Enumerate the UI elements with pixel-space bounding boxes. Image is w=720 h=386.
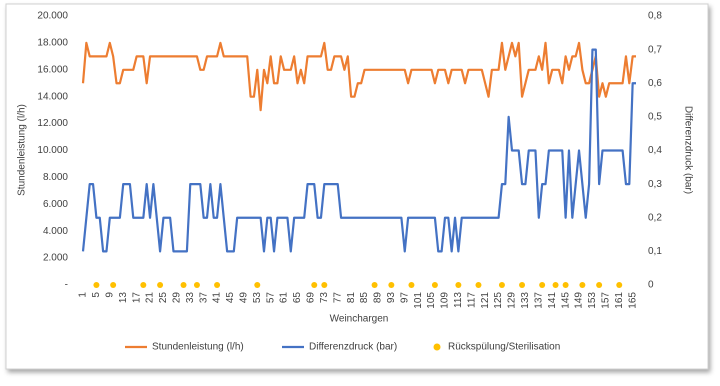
x-tick-label: 85 xyxy=(359,292,370,304)
x-tick-label: 165 xyxy=(627,292,638,309)
marker xyxy=(321,282,328,288)
y2-axis-title: Differenzdruck (bar) xyxy=(682,106,693,194)
y2-tick-label: 0,4 xyxy=(648,145,662,156)
x-tick-label: 125 xyxy=(493,292,504,309)
x-tick-label: 161 xyxy=(614,292,625,309)
x-tick-label: 93 xyxy=(386,292,397,304)
marker xyxy=(562,282,569,288)
y-tick-label: 8.000 xyxy=(43,172,68,183)
legend-label: Differenzdruck (bar) xyxy=(309,342,397,353)
marker xyxy=(180,282,187,288)
y-axis-title: Stundenleistung (l/h) xyxy=(17,104,28,196)
x-tick-label: 33 xyxy=(185,292,196,304)
x-tick-label: 101 xyxy=(413,292,424,309)
y2-tick-label: 0 xyxy=(648,280,654,291)
marker xyxy=(193,282,200,288)
x-tick-label: 17 xyxy=(131,292,142,304)
marker xyxy=(388,282,395,288)
x-tick-label: 149 xyxy=(574,292,585,309)
y2-tick-label: 0,7 xyxy=(648,44,662,55)
marker xyxy=(140,282,147,288)
x-tick-label: 29 xyxy=(171,292,182,304)
x-tick-label: 41 xyxy=(212,292,223,304)
x-tick-label: 157 xyxy=(600,292,611,309)
y-tick-label: 6.000 xyxy=(43,199,68,210)
y2-tick-label: 0,6 xyxy=(648,78,662,89)
y2-tick-label: 0,2 xyxy=(648,212,662,223)
y-tick-label: 16.000 xyxy=(37,64,68,75)
y-tick-label: 10.000 xyxy=(37,145,68,156)
y2-tick-label: 0,5 xyxy=(648,112,662,123)
x-tick-label: 49 xyxy=(239,292,250,304)
marker xyxy=(214,282,221,288)
series-line xyxy=(81,41,636,112)
y2-tick-label: 0,1 xyxy=(648,246,662,257)
y2-tick-label: 0,8 xyxy=(648,11,662,22)
marker xyxy=(579,282,586,288)
x-tick-label: 117 xyxy=(466,292,477,308)
x-tick-label: 53 xyxy=(252,292,263,304)
marker xyxy=(596,282,603,288)
x-tick-label: 1 xyxy=(78,292,89,298)
y-tick-label: 18.000 xyxy=(37,38,68,49)
y-tick-label: 2.000 xyxy=(43,253,68,264)
marker xyxy=(455,282,462,288)
x-tick-label: 81 xyxy=(346,292,357,304)
marker xyxy=(616,282,623,288)
marker xyxy=(408,282,415,288)
y-tick-label: 4.000 xyxy=(43,226,68,237)
y2-tick-label: 0,3 xyxy=(648,179,662,190)
x-tick-label: 9 xyxy=(104,292,115,298)
x-tick-label: 129 xyxy=(507,292,518,309)
marker xyxy=(498,282,505,288)
x-tick-label: 153 xyxy=(587,292,598,309)
x-tick-label: 13 xyxy=(118,292,129,304)
x-tick-label: 25 xyxy=(158,292,169,304)
marker xyxy=(475,282,482,288)
x-tick-label: 105 xyxy=(426,292,437,309)
x-tick-label: 77 xyxy=(332,292,343,304)
x-tick-label: 21 xyxy=(145,292,156,304)
x-tick-label: 113 xyxy=(453,292,464,308)
x-axis-title: Weinchargen xyxy=(330,314,389,325)
x-tick-label: 109 xyxy=(440,292,451,309)
x-tick-label: 89 xyxy=(373,292,384,304)
y-tick-label: - xyxy=(65,280,68,291)
x-tick-label: 61 xyxy=(279,292,290,304)
x-tick-label: 133 xyxy=(520,292,531,309)
x-tick-label: 69 xyxy=(306,292,317,304)
y-tick-label: 12.000 xyxy=(37,118,68,129)
x-tick-label: 65 xyxy=(292,292,303,304)
marker xyxy=(539,282,546,288)
marker xyxy=(552,282,559,288)
legend-marker xyxy=(433,343,441,351)
marker xyxy=(519,282,526,288)
legend-label: Rückspülung/Sterilisation xyxy=(448,342,560,353)
marker xyxy=(311,282,318,288)
marker xyxy=(254,282,261,288)
x-tick-label: 45 xyxy=(225,292,236,304)
x-tick-label: 57 xyxy=(265,292,276,304)
marker xyxy=(93,282,100,288)
marker xyxy=(157,282,164,288)
series-line xyxy=(81,48,636,253)
marker xyxy=(431,282,438,288)
x-tick-label: 5 xyxy=(91,292,102,298)
y-tick-label: 14.000 xyxy=(37,91,68,102)
x-tick-label: 121 xyxy=(480,292,491,309)
x-tick-label: 137 xyxy=(533,292,544,309)
x-tick-label: 145 xyxy=(560,292,571,309)
x-tick-label: 141 xyxy=(547,292,558,309)
x-tick-label: 37 xyxy=(198,292,209,304)
marker xyxy=(371,282,378,288)
y-tick-label: 20.000 xyxy=(37,11,68,22)
marker xyxy=(110,282,117,288)
legend-label: Stundenleistung (l/h) xyxy=(152,342,244,353)
x-tick-label: 97 xyxy=(399,292,410,304)
x-tick-label: 73 xyxy=(319,292,330,304)
